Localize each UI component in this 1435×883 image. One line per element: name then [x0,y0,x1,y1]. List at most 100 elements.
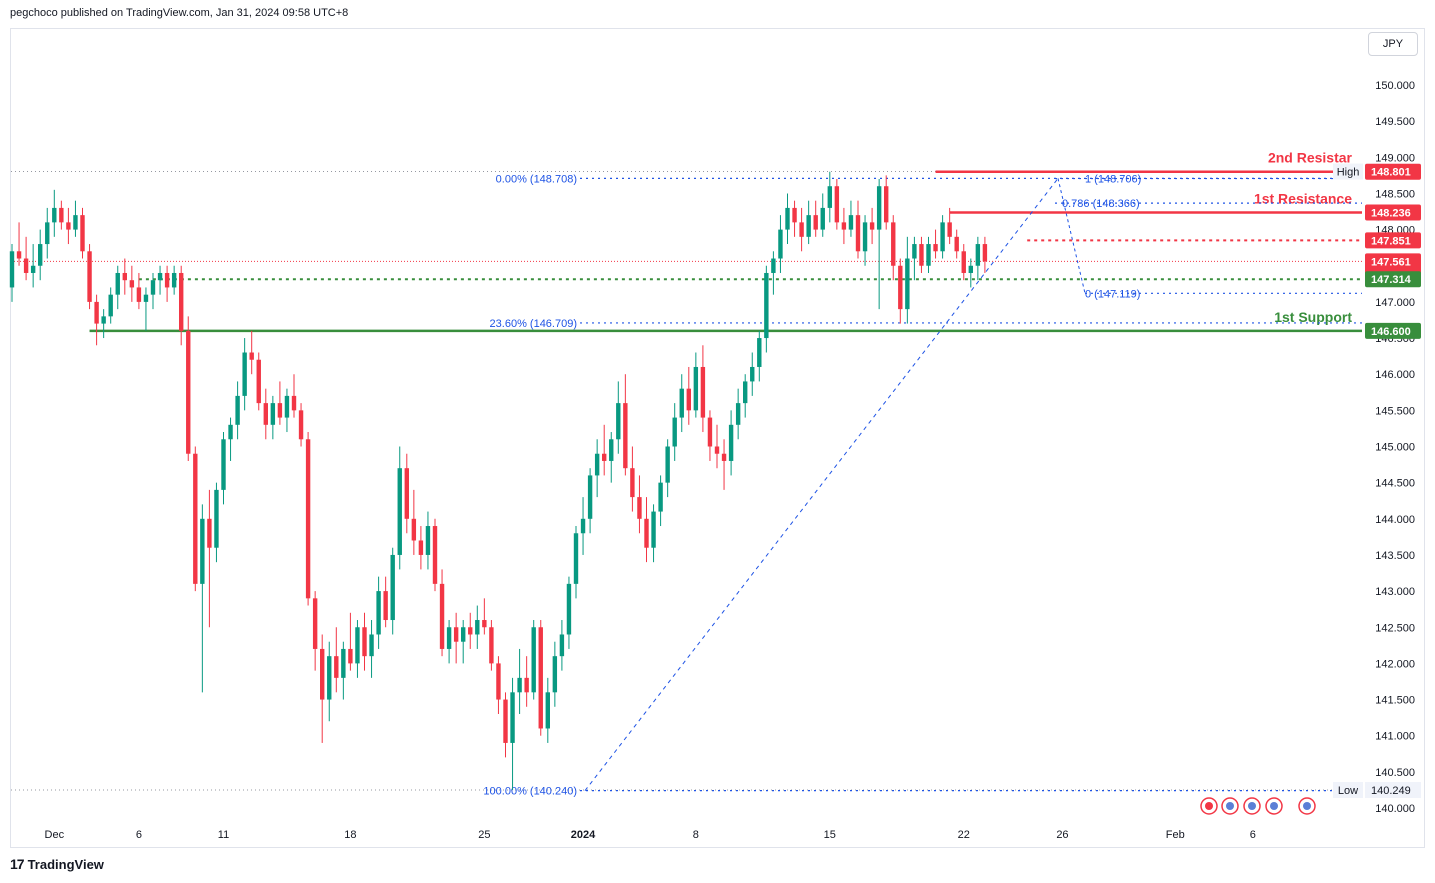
candle-body [813,215,818,230]
price-tag-0: High [1337,167,1360,179]
time-tick: 11 [218,829,229,841]
price-label-3: 147.851 [1371,235,1411,247]
candle-body [193,453,198,584]
candle-body [940,222,945,252]
candle-body [926,244,931,266]
time-tick: 8 [693,829,699,841]
price-label-bg-2 [1365,204,1421,221]
price-tick: 140.500 [1375,767,1415,779]
candle-body [912,244,917,259]
time-tick: 6 [136,829,142,841]
price-label-bg-7 [1365,781,1421,798]
candle-body [524,677,529,693]
candle-body [503,699,508,743]
candle-body [52,207,57,223]
candle-body [207,518,212,548]
candle-body [721,453,727,461]
fib-label-4: 0.786 (148.366) [1062,198,1140,210]
candle-body [150,280,156,295]
candle-body [827,186,832,208]
candle-body [538,627,543,729]
time-axis: Dec 6 11 18 25 2024 8 15 22 26 Feb 6 [45,829,1256,841]
candle-body [954,236,959,252]
candle-body [594,453,600,476]
candle-body [559,634,565,657]
candle-body [362,627,367,657]
candle-body [80,215,85,252]
price-label-7: 140.249 [1371,785,1411,797]
candle-body [876,186,882,230]
candle-body [291,395,297,411]
candle-body [778,229,783,259]
candle-body [898,265,903,310]
time-tick: Dec [45,829,65,841]
candle-body [320,648,325,700]
candle-body [298,410,304,440]
candle-body [186,330,191,454]
candle-body [355,627,360,664]
event-dot-icon [1270,802,1278,810]
candle-body [327,656,332,700]
candle-body [59,207,64,223]
candle-body [376,591,381,635]
fib-trendline-2 [1057,178,1086,294]
candle-body [136,287,142,302]
price-tick: 142.500 [1375,622,1415,634]
candle-body [129,280,135,288]
candle-body [884,186,889,223]
candle-body [616,403,621,440]
candle-body [453,627,459,642]
fib-label-1: 23.60% (146.709) [490,318,577,330]
candle-body [820,207,825,230]
candle-body [108,294,113,317]
publish-info: pegchoco published on TradingView.com, J… [10,7,349,19]
price-tick: 149.000 [1375,152,1415,164]
price-axis: 140.000 140.500 141.000 141.500 142.000 142.5… [1375,80,1415,815]
price-tick: 144.500 [1375,478,1415,490]
candle-body [644,518,649,548]
candle-body [792,207,797,223]
price-tag-bg-0 [1333,163,1363,180]
candle-body [305,439,311,599]
time-tick: 26 [1056,829,1068,841]
candle-body [679,388,684,418]
price-tick: 145.000 [1375,442,1415,454]
event-dot-icon [1303,802,1311,810]
candle-body [397,468,402,555]
currency-selector[interactable]: JPY [1368,32,1418,56]
candle-body [348,648,353,664]
candle-body [552,656,558,693]
grid-lines [11,171,1362,791]
price-tag-7: Low [1338,785,1358,797]
tradingview-logo-icon: 17 [10,856,25,872]
candles [9,171,988,790]
candle-body [799,222,804,237]
candle-body [891,222,896,266]
fibonacci-retracements: 0.00% (148.708) 23.60% (146.709) 100.00% (… [483,173,1362,798]
candle-body [623,403,628,469]
price-tick: 143.500 [1375,550,1415,562]
price-label-1: 148.801 [1371,167,1411,179]
time-tick: 25 [478,829,490,841]
candle-body [45,222,50,245]
candle-body [968,265,973,273]
price-tick: 140.000 [1375,803,1415,815]
economic-events [1200,797,1316,815]
fib-label-5: 0 (147.119) [1085,288,1140,300]
candle-body [841,222,847,230]
candle-body [284,395,290,418]
price-label-bg-1 [1365,163,1421,180]
candle-body [961,251,966,273]
candle-body [9,251,15,288]
price-tick: 142.000 [1375,658,1415,670]
candle-body [122,272,127,281]
candle-body [933,244,938,252]
candle-body [256,359,261,404]
price-tick: 144.000 [1375,514,1415,526]
candle-body [87,251,92,302]
candle-body [686,388,691,411]
candle-body [982,244,988,262]
candle-body [270,403,276,425]
candle-body [115,272,120,295]
